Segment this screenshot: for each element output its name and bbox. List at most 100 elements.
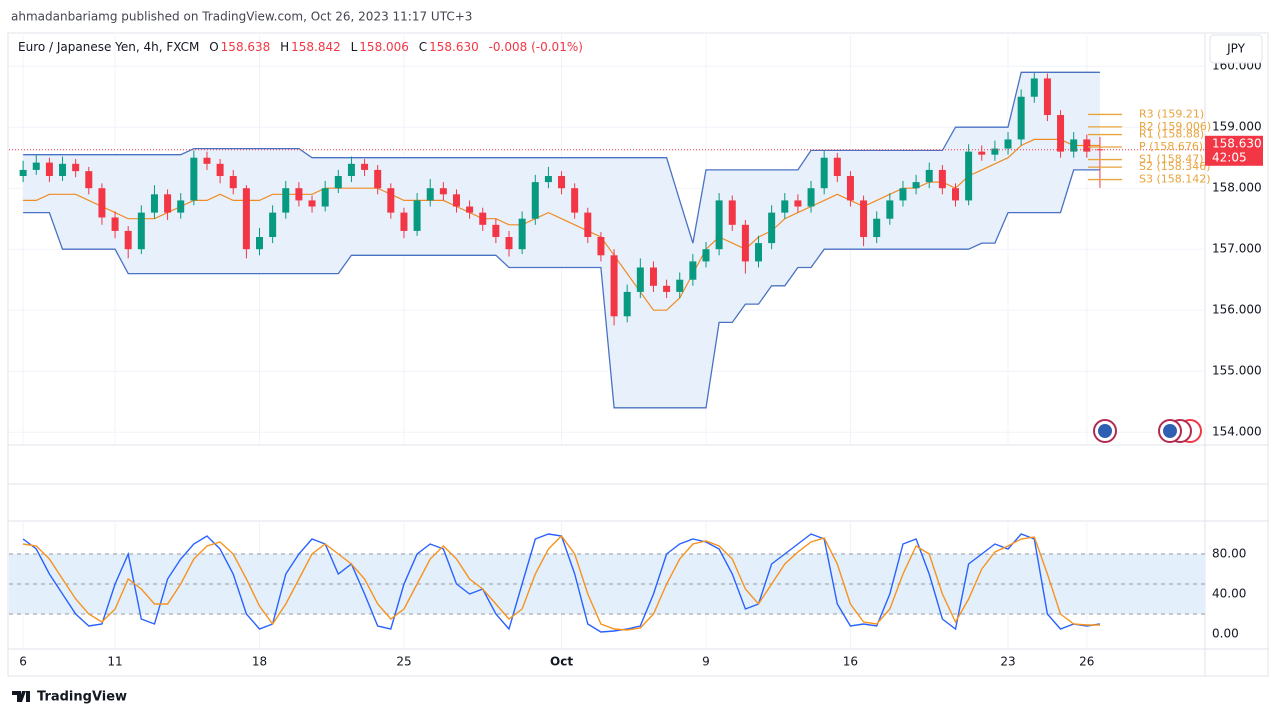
candle-body <box>45 162 53 177</box>
y-tick-label: 157.000 <box>1212 242 1262 256</box>
candle-body <box>807 188 815 207</box>
candle-body <box>85 171 93 189</box>
candle-body <box>518 218 526 250</box>
change: -0.008 (-0.01%) <box>489 40 583 54</box>
y-tick-label: 156.000 <box>1212 303 1262 317</box>
candle-body <box>899 188 907 201</box>
candle-body <box>439 188 447 195</box>
footer-brand: TradingView <box>37 690 127 705</box>
indicator-icons <box>1093 419 1202 443</box>
candle-body <box>374 169 382 189</box>
candle-body <box>558 176 566 189</box>
y-tick-label: 159.000 <box>1212 120 1262 134</box>
candle-body <box>164 194 172 213</box>
ohlc-key: O <box>209 40 218 54</box>
candle-body <box>820 157 828 189</box>
basis-line <box>23 138 1100 311</box>
x-tick-label: 11 <box>107 655 122 669</box>
candle-body <box>413 200 421 231</box>
candle-body <box>833 157 841 177</box>
candle-body <box>1004 139 1012 149</box>
candle-body <box>597 237 605 256</box>
candle-body <box>1017 96 1025 140</box>
channel-upper <box>23 71 1100 244</box>
candle-body <box>400 212 408 231</box>
x-tick-label: 18 <box>252 655 267 669</box>
y-tick-label: 158.000 <box>1212 181 1262 195</box>
pivot-label: R1 (158.88) <box>1139 128 1204 141</box>
candle-body <box>19 169 27 177</box>
candle-body <box>256 237 264 250</box>
candle-body <box>991 148 999 155</box>
y-tick-label: 0.00 <box>1212 627 1239 641</box>
candle-body <box>965 151 973 201</box>
chart-frame <box>7 32 1269 677</box>
candle-body <box>781 200 789 213</box>
channel-fill <box>23 72 1100 408</box>
candle-body <box>308 200 316 207</box>
candle-body <box>544 176 552 183</box>
currency-label[interactable]: JPY <box>1226 42 1246 56</box>
pivot-label: R2 (159.006) <box>1139 120 1211 133</box>
candle-body <box>978 151 986 155</box>
ohlc-key: C <box>419 40 427 54</box>
currency-button[interactable] <box>1209 34 1263 64</box>
candle-body <box>242 188 250 250</box>
pivot-label: R3 (159.21) <box>1139 107 1204 120</box>
candle-body <box>649 267 657 286</box>
candle-body <box>741 224 749 262</box>
symbol: Euro / Japanese Yen, 4h, FXCM <box>18 40 199 54</box>
x-tick-label: 16 <box>843 655 858 669</box>
candle-body <box>282 188 290 213</box>
ohlc-key: H <box>280 40 289 54</box>
candle-body <box>912 182 920 189</box>
candle-body <box>1057 115 1065 152</box>
candle-body <box>505 237 513 250</box>
candle-body <box>584 212 592 238</box>
logo <box>12 691 30 702</box>
pivot-label: S2 (158.346) <box>1139 160 1211 173</box>
pivot-label: S3 (158.142) <box>1139 173 1211 186</box>
candle-body <box>636 267 644 292</box>
candle-body <box>190 157 198 201</box>
x-tick-label: 9 <box>702 655 710 669</box>
x-tick-label: 26 <box>1079 655 1094 669</box>
candle-body <box>571 188 579 213</box>
candle-body <box>229 176 237 189</box>
countdown-label: 42:05 <box>1212 150 1247 164</box>
candle-body <box>1070 139 1078 152</box>
candle-body <box>531 182 539 219</box>
candle-body <box>387 188 395 213</box>
channel-lower <box>23 169 1100 409</box>
candle-body <box>452 194 460 207</box>
candle-body <box>347 163 355 177</box>
candle-body <box>938 169 946 189</box>
ohlc-value: 158.638 <box>221 40 271 54</box>
x-tick-label: 23 <box>1000 655 1015 669</box>
candle-body <box>492 224 500 238</box>
candle-body <box>269 212 277 238</box>
candle-body <box>98 188 106 218</box>
candle-body <box>124 230 132 250</box>
icon <box>1098 424 1112 438</box>
ohlc-value: 158.842 <box>291 40 341 54</box>
candle-body <box>1043 78 1051 116</box>
candle-body <box>72 163 80 172</box>
candle-body <box>216 163 224 177</box>
candle-body <box>951 188 959 201</box>
candle-body <box>623 291 631 317</box>
candle-body <box>32 162 40 170</box>
candle-body <box>925 169 933 183</box>
candle-body <box>1096 149 1104 151</box>
y-tick-label: 154.000 <box>1212 425 1262 439</box>
candle-body <box>860 200 868 238</box>
y-tick-label: 80.00 <box>1212 547 1246 561</box>
last-price-box <box>1205 135 1263 166</box>
candle-body <box>676 279 684 292</box>
candle-body <box>794 200 802 207</box>
publisher: ahmadanbariamg published on TradingView.… <box>11 10 472 24</box>
candle-body <box>466 206 474 213</box>
candle-body <box>321 188 329 207</box>
candle-body <box>59 163 67 177</box>
